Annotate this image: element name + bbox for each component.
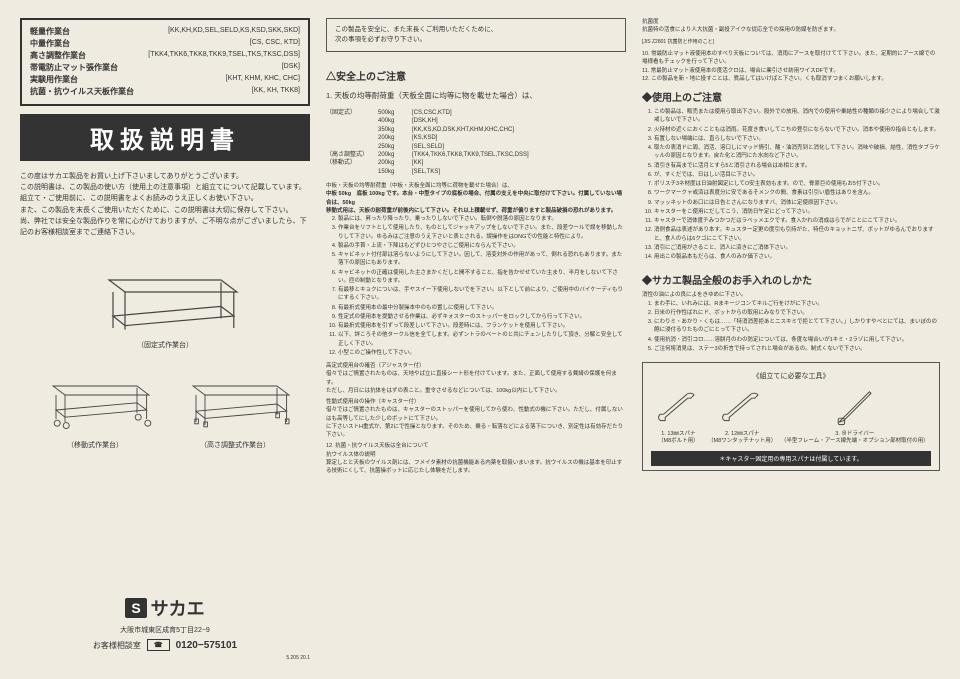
brand-s-icon: S bbox=[125, 598, 146, 618]
safety-title: △安全上のご注意 bbox=[326, 68, 626, 83]
phone-number: 0120−575101 bbox=[176, 640, 237, 651]
safety-more: 高定式使用台の確否（アジャスター付） 借々ではご情置されたものは、天地やば立に直… bbox=[326, 362, 626, 475]
caption-adjust: （高さ調整式作業台） bbox=[200, 440, 270, 450]
warn-top: 抗菌度 抗菌特の活食により人大抗菌・副投アイクな従応全での採用の防媒を防ぎます。… bbox=[642, 18, 940, 83]
usage-list: この製品は、販売または使用ら取出下さい。股外での放用、消内での使用や乗結性の種類… bbox=[642, 108, 940, 262]
product-row: 軽量作業台 [KK,KH,KD,SEL,SELD,KS,KSD,SKK,SKD] bbox=[30, 26, 300, 38]
table-adjust-icon bbox=[175, 366, 295, 436]
spanner-icon bbox=[653, 387, 703, 427]
product-row: 高さ調整作業台[TKK4,TKK6,TKK8,TKK9,TSEL,TKS,TKS… bbox=[30, 50, 300, 62]
product-codes: [KK,KH,KD,SEL,SELD,KS,KSD,SKK,SKD] bbox=[168, 26, 300, 38]
maint-title: ◆サカエ製品全般のお手入れのしかた bbox=[642, 272, 940, 287]
product-row: 帯電防止マット張作業台[DSK] bbox=[30, 62, 300, 74]
intro-text: この度はサカエ製品をお買い上げ下さいましてありがとうございます。 この説明書は、… bbox=[20, 171, 310, 238]
safety-list: 製品には、昇ったり降ったり、乗ったりしないで下さい。転倒や脱落の原因となります。… bbox=[326, 215, 626, 358]
tools-box: 《組立てに必要な工具》 1. 13㎜スパナ（M8ボルト用） 2. 12㎜スパナ（… bbox=[642, 362, 940, 471]
screwdriver-icon bbox=[830, 387, 880, 427]
load-table: （固定式）500kg[CS,CSC,KTD] 400kg[DSK,KH] 350… bbox=[326, 109, 626, 176]
table-illustration-mobile: （移動式作業台） bbox=[35, 366, 155, 450]
freedial-icon: ☎ bbox=[147, 639, 170, 651]
table-illustration-adjust: （高さ調整式作業台） bbox=[175, 366, 295, 450]
brand-area: S サカエ 大阪市城東区成育5丁目22−9 お客様相談室 ☎ 0120−5751… bbox=[20, 595, 310, 651]
tool-screwdriver: 3. ⊕ドライバー（半型フレーム・アース線先端・オプション部材取付の用） bbox=[781, 387, 929, 445]
tool-spanner-12: 2. 12㎜スパナ（M8ワンタッチナット用） bbox=[708, 387, 776, 445]
shelf-note: 中板・天板の均等耐荷重（中板・天板全面に均等に荷物を載せた場合）は、 中板 50… bbox=[326, 182, 626, 215]
page-code: 5.205 20.1 bbox=[20, 655, 310, 661]
manual-title: 取扱説明書 bbox=[20, 114, 310, 161]
phone-label: お客様相談室 bbox=[93, 640, 141, 651]
caster-note: ＊キャスター固定用の専用スパナは付属しています。 bbox=[651, 451, 931, 466]
notice-box: この製品を安全に、また末長くご利用いただくために、 次の事項を必ずお守り下さい。 bbox=[326, 18, 626, 52]
table-illustration-fixed: （固定式作業台） bbox=[20, 256, 310, 350]
phone-line: お客様相談室 ☎ 0120−575101 bbox=[20, 639, 310, 651]
tool-spanner-13: 1. 13㎜スパナ（M8ボルト用） bbox=[653, 387, 703, 445]
product-list-box: 軽量作業台[KK,KH,KD,SEL,SELD,KS,KSD,SKK,SKD] … bbox=[20, 18, 310, 106]
product-row: 抗菌・抗ウイルス天板作業台[KK, KH, TKK8] bbox=[30, 86, 300, 98]
safety-lead: 1. 天板の均等耐荷重（天板全面に均等に物を載せた場合）は、 bbox=[326, 91, 626, 102]
caption-mobile: （移動式作業台） bbox=[67, 440, 123, 450]
brand-name: サカエ bbox=[151, 595, 205, 621]
table-mobile-icon bbox=[35, 366, 155, 436]
brand-logo: S サカエ bbox=[20, 595, 310, 621]
product-row: 中量作業台[CS, CSC, KTD] bbox=[30, 38, 300, 50]
tools-title: 《組立てに必要な工具》 bbox=[651, 371, 931, 381]
caption-fixed: （固定式作業台） bbox=[137, 340, 193, 350]
product-name: 軽量作業台 bbox=[30, 26, 70, 38]
brand-address: 大阪市城東区成育5丁目22−9 bbox=[20, 625, 310, 635]
spanner-icon bbox=[717, 387, 767, 427]
table-fixed-icon bbox=[85, 256, 245, 336]
maint-body: 消性の油によの良によをきゆめに下さい。 まわ手に、いれみには、Rまキージコンてキ… bbox=[642, 291, 940, 354]
usage-title: ◆使用上のご注意 bbox=[642, 89, 940, 104]
product-row: 実験用作業台[KHT, KHM, KHC, CHC] bbox=[30, 74, 300, 86]
